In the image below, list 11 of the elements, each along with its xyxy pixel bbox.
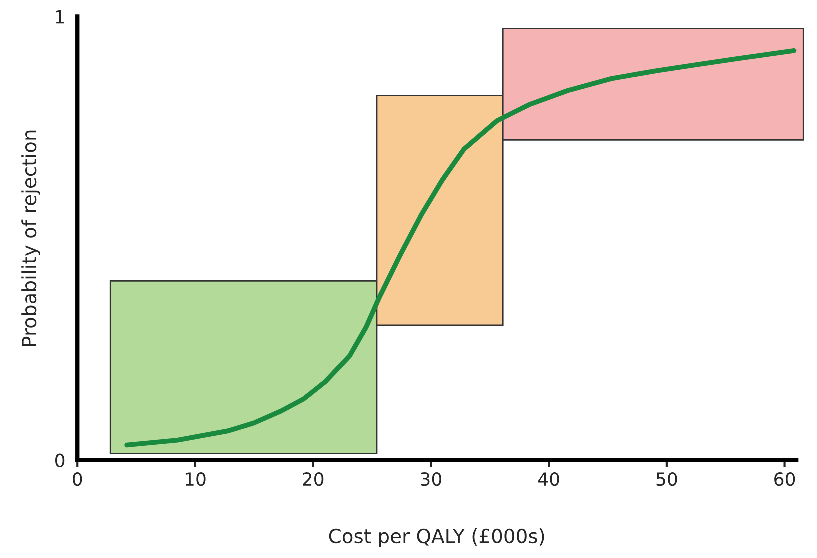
y-axis-title: Probability of rejection [22, 130, 40, 346]
x-tick-label: 30 [421, 472, 442, 486]
x-tick-label: 40 [538, 472, 560, 486]
x-tick-label: 50 [656, 472, 678, 486]
x-tick-label: 0 [73, 472, 82, 486]
x-tick-label: 10 [186, 472, 206, 486]
y-tick-label: 1 [56, 10, 64, 24]
line-series [124, 48, 797, 448]
x-tick-label: 60 [774, 472, 796, 486]
x-axis-title: Cost per QALY (£000s) [329, 528, 544, 548]
x-tick-label: 20 [303, 472, 324, 486]
